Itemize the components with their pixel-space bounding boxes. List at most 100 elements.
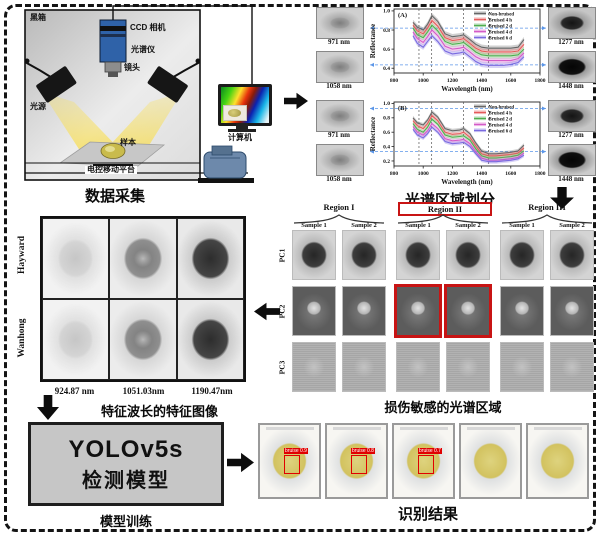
yolo-model-box: YOLOv5s 检测模型: [28, 422, 224, 506]
wavelength-label-2: 1051.03nm: [122, 386, 165, 396]
region-cell-PC3-col5: [500, 342, 544, 392]
guide-arrowhead-right: [542, 106, 546, 111]
lens-label: 镜头: [124, 63, 140, 72]
spectrometer-label: 光谱仪: [131, 45, 155, 54]
spec-image-971nm: [316, 7, 364, 39]
detection-label: bruise 0.9: [284, 448, 308, 454]
x-tick-label: 1000: [418, 171, 429, 177]
series-band-Bruised 2 d: [412, 22, 524, 59]
spec-image-label: 1448 nm: [558, 82, 584, 90]
model-caption: 模型训练: [99, 514, 152, 529]
region-cell-PC2-col5: [500, 286, 544, 336]
region-cell-PC3-col4: [446, 342, 490, 392]
yolo-model-name: YOLOv5s: [68, 435, 184, 463]
legend-label: Bruised 6 d: [489, 36, 513, 41]
region-cell-PC2-col2: [342, 286, 386, 336]
wavelength-label-1: 924.87 nm: [54, 386, 95, 396]
region-cell-PC2-col6: [550, 286, 594, 336]
motor-top: [211, 145, 233, 156]
filename-smudge: [534, 427, 582, 430]
region-cell-PC1-col3: [396, 230, 440, 280]
pc-row-label-PC2: PC2: [277, 304, 287, 319]
y-axis-label: Reflectance: [369, 117, 377, 152]
sample-label-1: Sample 1: [301, 222, 327, 229]
filename-smudge: [400, 427, 448, 430]
result-image-1: bruise 0.9: [258, 423, 321, 499]
spec-image-label: 1277 nm: [558, 38, 584, 46]
guide-arrowhead-right: [542, 149, 546, 154]
legend-label: Bruised 2 d: [489, 24, 513, 29]
x-tick-label: 1600: [505, 171, 516, 177]
spec-image-1448nm: [548, 144, 596, 176]
light-source-label: 光源: [30, 102, 46, 111]
region-header-1: Region I: [323, 202, 355, 212]
panel-tag: (B): [398, 105, 407, 112]
feature-image-grid: [40, 216, 246, 382]
feature-img-hayward-1051: [109, 218, 177, 299]
sample-brace: [501, 214, 593, 224]
brace-path: [293, 214, 385, 224]
spec-image-label: 1448 nm: [558, 175, 584, 183]
acquisition-caption: 数据采集: [84, 188, 145, 205]
x-tick-label: 1200: [447, 78, 458, 84]
spectra-panel-B: 971 nm 1058 nm 1277 nm 1448 nm 0.2 0.4 0.6 0.8 1…: [310, 98, 596, 190]
wavelength-label-3: 1190.47nm: [191, 386, 233, 396]
left-lamp-icon: [36, 66, 77, 103]
sample-label-1: Sample 1: [405, 222, 431, 229]
y-tick-label: 1.0: [383, 101, 390, 107]
feature-caption: 特征波长的特征图像: [100, 404, 218, 419]
series-line-Bruised 2 d: [412, 24, 525, 57]
x-tick-label: 1400: [476, 78, 487, 84]
result-image-3: bruise 0.7: [392, 423, 455, 499]
region-cell-PC3-col1: [292, 342, 336, 392]
series-line-Bruised 6 d: [412, 34, 525, 66]
region-cell-PC2-col1: [292, 286, 336, 336]
x-tick-label: 1200: [447, 171, 458, 177]
yolo-model-subtitle: 检测模型: [82, 469, 170, 492]
region-cell-PC3-col6: [550, 342, 594, 392]
guide-arrowhead-left: [370, 26, 374, 31]
y-tick-label: 0.6: [383, 47, 390, 53]
feature-img-wanhong-1190: [176, 299, 244, 380]
sample-label-2: Sample 2: [455, 222, 481, 229]
spectra-panel-A: 971 nm 1058 nm 1277 nm 1448 nm 0.4 0.6 0.8 1.0 8…: [310, 5, 596, 97]
result-image-2: bruise 0.8: [325, 423, 388, 499]
spec-image-1058nm: [316, 144, 364, 176]
x-tick-label: 1800: [535, 78, 546, 84]
y-axis-label: Reflectance: [369, 24, 377, 59]
guide-arrowhead-left: [370, 62, 374, 67]
region-cell-PC3-col2: [342, 342, 386, 392]
spec-image-label: 1058 nm: [326, 175, 352, 183]
series-line-Bruised 4 d: [412, 29, 525, 62]
guide-arrowhead-right: [542, 62, 546, 67]
right-lamp-icon: [147, 66, 188, 103]
legend-label: Bruised 4 d: [489, 30, 513, 35]
y-tick-label: 1.0: [383, 9, 390, 15]
series-line-Non-bruised: [412, 111, 525, 155]
x-tick-label: 800: [390, 78, 399, 84]
x-tick-label: 1600: [505, 78, 516, 84]
row-label-hayward: Hayward: [17, 236, 27, 274]
result-image-5: [526, 423, 589, 499]
region-cell-PC1-col6: [550, 230, 594, 280]
spec-image-1277nm: [548, 7, 596, 39]
left-arm-mount: [24, 58, 30, 64]
spec-image-label: 1277 nm: [558, 131, 584, 139]
legend-label: Bruised 4 h: [489, 111, 513, 116]
spec-image-label: 971 nm: [328, 131, 350, 139]
legend-label: Bruised 4 d: [489, 123, 513, 128]
series-line-Bruised 2 d: [412, 118, 525, 159]
y-tick-label: 0.4: [383, 66, 390, 72]
brace-path: [501, 214, 593, 224]
x-axis-label: Wavelength (nm): [441, 178, 493, 186]
series-band-Non-bruised: [412, 13, 524, 51]
regions-caption: 损伤敏感的光谱区域: [384, 400, 502, 415]
monitor-fruit-thumbnail: [223, 105, 247, 121]
detection-label: bruise 0.7: [418, 448, 442, 454]
feature-img-wanhong-1051: [109, 299, 177, 380]
result-image-4: [459, 423, 522, 499]
detection-bbox: [351, 455, 367, 474]
sample-label-2: Sample 2: [559, 222, 585, 229]
results-caption: 识别结果: [397, 506, 458, 523]
pc-row-label-PC1: PC1: [277, 248, 287, 263]
